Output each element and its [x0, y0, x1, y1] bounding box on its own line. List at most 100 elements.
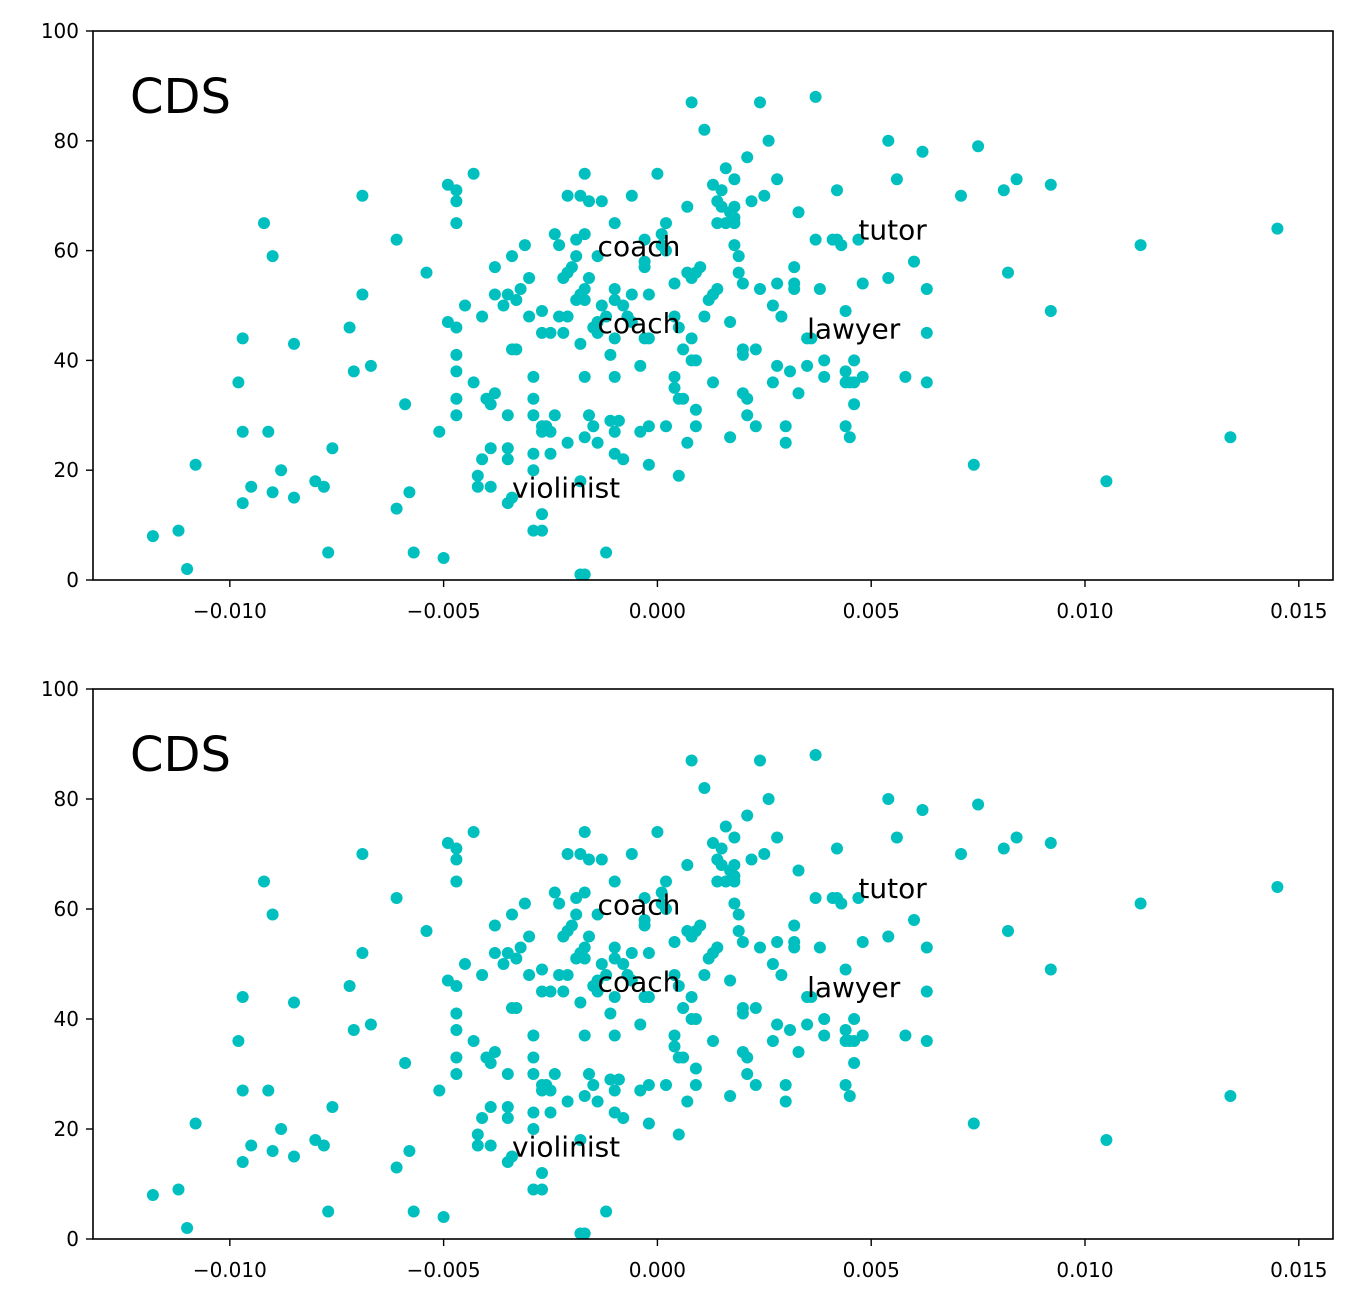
data-point	[574, 337, 587, 350]
data-point	[433, 1084, 446, 1097]
data-point	[848, 1035, 861, 1047]
data-point	[399, 1057, 412, 1069]
data-point	[711, 217, 724, 230]
data-point	[407, 546, 420, 559]
data-point	[450, 875, 463, 888]
data-point	[467, 376, 480, 389]
data-point	[848, 1013, 861, 1025]
data-point	[288, 491, 300, 504]
data-point	[766, 376, 779, 389]
data-point	[608, 217, 621, 230]
data-point	[506, 908, 518, 921]
data-point	[523, 310, 536, 323]
data-point	[707, 1035, 719, 1047]
data-point	[882, 272, 895, 284]
point-annotation: violinist	[512, 472, 620, 505]
data-point	[689, 1013, 702, 1025]
data-point	[848, 354, 861, 367]
data-point	[578, 1029, 591, 1042]
data-point	[587, 1079, 600, 1091]
data-point	[920, 326, 933, 339]
data-point	[437, 1211, 450, 1223]
data-point	[736, 1007, 749, 1020]
data-point	[809, 892, 822, 904]
data-point	[565, 261, 578, 274]
data-point	[1002, 266, 1014, 279]
data-point	[617, 1112, 630, 1124]
data-point	[450, 195, 463, 208]
data-point	[326, 1101, 339, 1113]
data-point	[364, 359, 377, 372]
data-point	[356, 947, 369, 959]
data-point	[450, 1051, 463, 1064]
data-point	[741, 151, 754, 164]
data-point	[266, 1145, 279, 1157]
data-point	[390, 502, 403, 515]
data-point	[433, 425, 446, 438]
data-point	[600, 310, 613, 323]
data-point	[741, 1068, 754, 1080]
data-point	[715, 842, 728, 855]
data-point	[660, 244, 672, 257]
data-point	[672, 980, 685, 992]
data-point	[578, 1090, 591, 1102]
data-point	[719, 217, 732, 230]
y-tick-label: 80	[54, 787, 79, 811]
data-point	[805, 332, 818, 345]
data-point	[1100, 475, 1113, 488]
data-point	[510, 952, 523, 965]
data-point	[288, 337, 300, 350]
data-points	[146, 749, 1284, 1240]
data-point	[565, 919, 578, 932]
data-point	[642, 947, 655, 959]
data-point	[1100, 1134, 1113, 1146]
data-point	[681, 1095, 694, 1108]
data-point	[232, 376, 245, 389]
data-point	[583, 930, 595, 943]
data-point	[488, 261, 501, 274]
data-point	[724, 316, 737, 328]
y-tick-label: 0	[66, 1227, 79, 1251]
data-point	[967, 458, 980, 471]
data-point	[856, 277, 869, 290]
data-point	[527, 464, 540, 477]
data-point	[625, 189, 638, 202]
data-point	[792, 864, 805, 877]
data-point	[608, 370, 621, 383]
data-point	[843, 431, 856, 444]
y-tick-label: 100	[41, 19, 79, 43]
data-point	[484, 1139, 497, 1152]
data-point	[668, 277, 681, 290]
data-point	[514, 283, 527, 295]
data-point	[484, 480, 497, 493]
data-point	[736, 936, 749, 948]
data-point	[266, 908, 279, 921]
scatter-panel-bottom: −0.010 −0.005 0.000 0.005 0.010 0.015 0 20 40 60 8…	[41, 677, 1334, 1282]
data-point	[920, 1035, 933, 1047]
point-annotation: violinist	[512, 1131, 620, 1164]
data-point	[450, 217, 463, 230]
data-point	[608, 991, 621, 1003]
data-point	[608, 332, 621, 345]
data-point	[536, 508, 548, 521]
data-point	[245, 1139, 258, 1152]
data-point	[608, 952, 621, 965]
data-point	[689, 1079, 702, 1091]
data-point	[668, 310, 681, 323]
data-point	[882, 134, 895, 147]
data-point	[527, 1029, 540, 1042]
data-point	[570, 250, 583, 263]
data-point	[707, 376, 719, 389]
data-point	[651, 826, 664, 838]
data-point	[779, 436, 792, 449]
data-point	[681, 436, 694, 449]
point-annotation: coach	[598, 966, 681, 999]
data-point	[771, 831, 784, 844]
data-point	[317, 1139, 330, 1152]
data-point	[364, 1018, 377, 1031]
y-tick-label: 100	[41, 677, 79, 701]
data-point	[681, 859, 694, 871]
data-point	[488, 947, 501, 959]
data-point	[608, 1106, 621, 1119]
data-point	[617, 299, 630, 312]
